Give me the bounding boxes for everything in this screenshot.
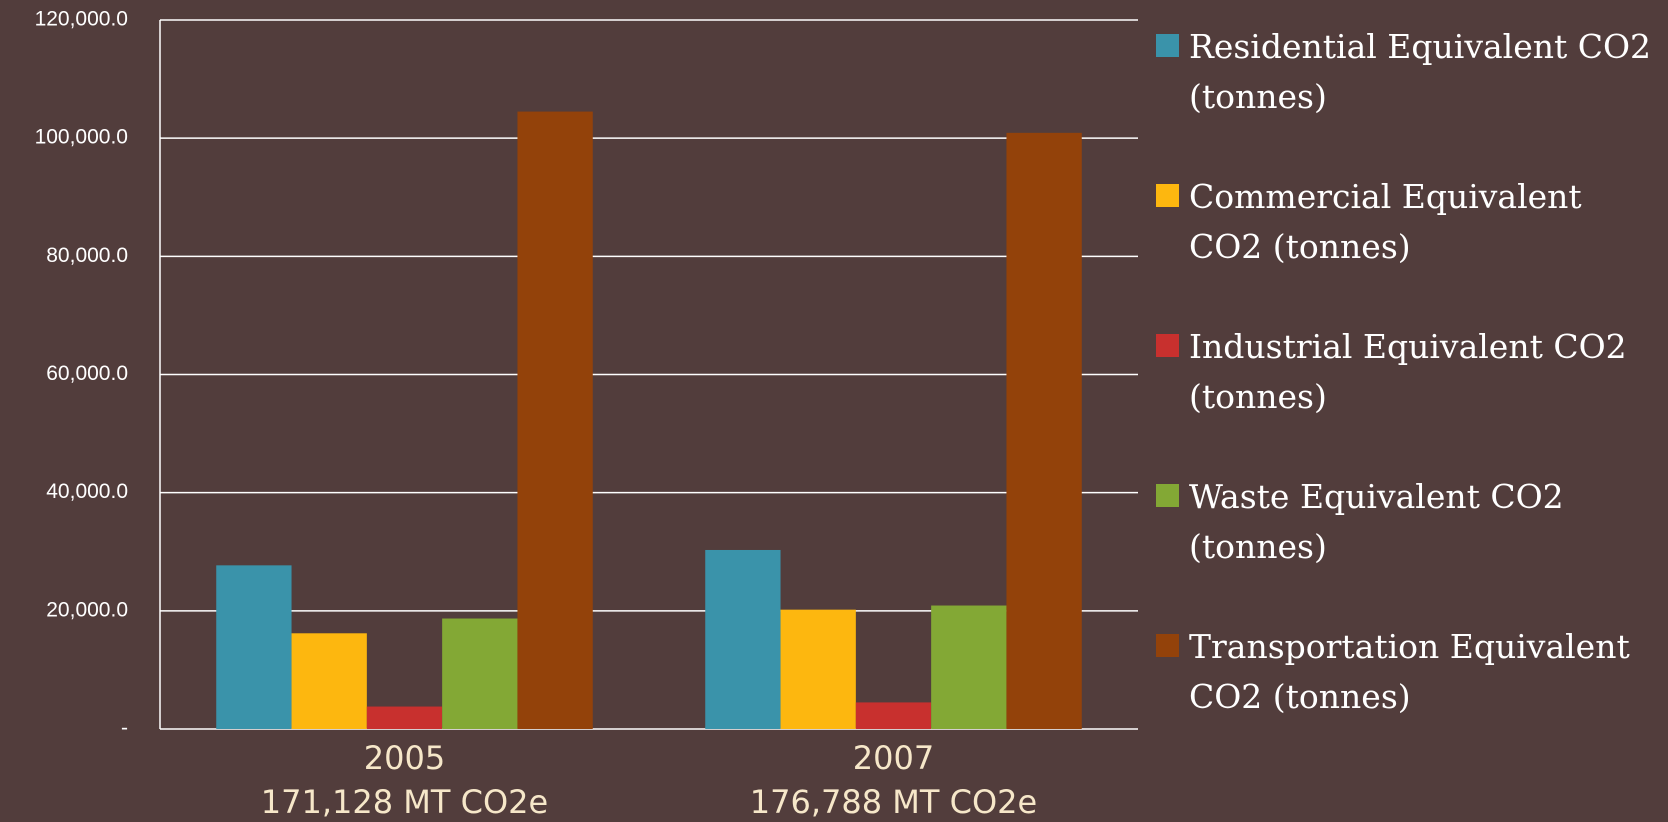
- legend-item: Residential Equivalent CO2 (tonnes): [1156, 22, 1662, 122]
- legend-item: Waste Equivalent CO2 (tonnes): [1156, 472, 1662, 572]
- legend-swatch: [1156, 184, 1179, 207]
- x-tick-label: 2007: [853, 739, 934, 777]
- legend-swatch: [1156, 34, 1179, 57]
- bar: [517, 111, 593, 730]
- category-total: 171,128 MT CO2e: [261, 783, 548, 821]
- legend-label: Transportation Equivalent CO2 (tonnes): [1189, 627, 1630, 716]
- y-tick-label: 80,000.0: [46, 244, 128, 267]
- legend-item: Transportation Equivalent CO2 (tonnes): [1156, 622, 1662, 722]
- y-tick-label: 20,000.0: [46, 598, 128, 621]
- x-tick-label: 2005: [364, 739, 445, 777]
- bar: [442, 618, 518, 729]
- bar: [705, 549, 781, 729]
- legend-item: Industrial Equivalent CO2 (tonnes): [1156, 322, 1662, 422]
- bar: [1006, 132, 1082, 729]
- legend-item: Commercial Equivalent CO2 (tonnes): [1156, 172, 1662, 272]
- bar: [366, 706, 443, 729]
- y-tick-label: 120,000.0: [35, 8, 128, 31]
- bar: [291, 633, 367, 729]
- bar: [855, 702, 932, 729]
- bar: [216, 565, 292, 729]
- bar: [780, 609, 856, 729]
- legend-swatch: [1156, 334, 1179, 357]
- legend-swatch: [1156, 484, 1179, 507]
- y-tick-label: 100,000.0: [35, 126, 128, 149]
- legend-label: Industrial Equivalent CO2 (tonnes): [1189, 327, 1627, 416]
- legend-label: Commercial Equivalent CO2 (tonnes): [1189, 177, 1582, 266]
- legend-swatch: [1156, 634, 1179, 657]
- category-total: 176,788 MT CO2e: [750, 783, 1037, 821]
- legend-label: Waste Equivalent CO2 (tonnes): [1189, 477, 1564, 566]
- bar: [931, 605, 1007, 729]
- legend-label: Residential Equivalent CO2 (tonnes): [1189, 27, 1652, 116]
- y-tick-label: -: [121, 717, 128, 740]
- y-tick-label: 60,000.0: [46, 362, 128, 385]
- y-tick-label: 40,000.0: [46, 480, 128, 503]
